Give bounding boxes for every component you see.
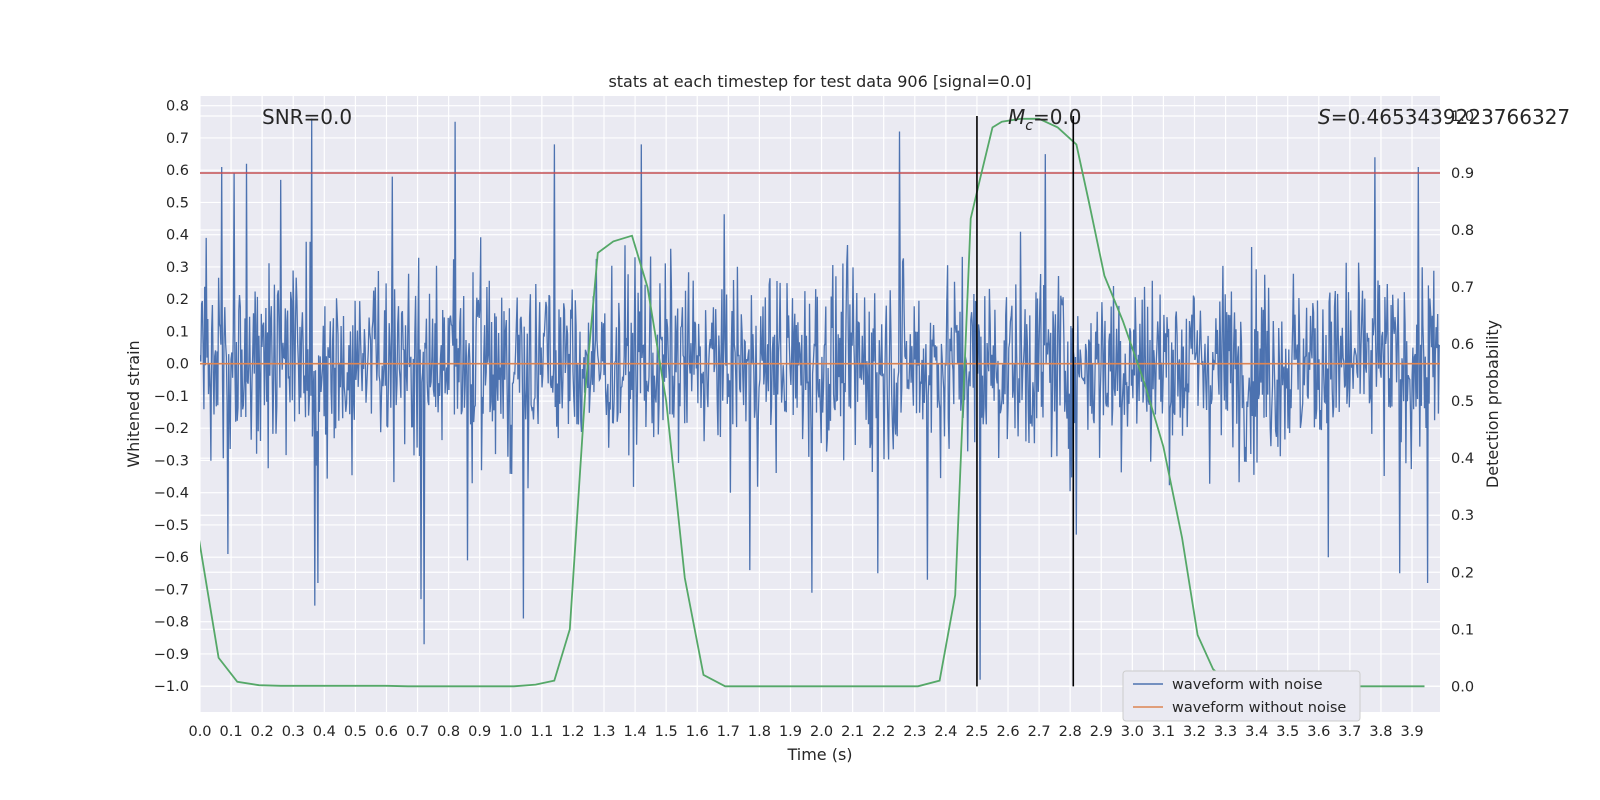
x-tick-label: 1.7 [717, 724, 740, 740]
x-tick-label: 0.6 [375, 724, 398, 740]
x-tick-label: 3.5 [1276, 724, 1299, 740]
x-tick-label: 0.5 [344, 724, 367, 740]
y2-tick-label: 0.6 [1451, 337, 1474, 353]
y-tick-label: 0.3 [166, 260, 189, 276]
chirp-mass-symbol: M [1008, 105, 1025, 129]
x-tick-label: 1.4 [624, 724, 647, 740]
x-tick-label: 0.1 [220, 724, 243, 740]
x-tick-label: 3.3 [1214, 724, 1237, 740]
x-tick-label: 1.8 [748, 724, 771, 740]
x-tick-label: 2.8 [1059, 724, 1082, 740]
y-tick-label: 0.6 [166, 163, 189, 179]
series-waveform-with-noise [200, 118, 1440, 680]
y-tick-label: −0.5 [154, 518, 189, 534]
legend: waveform with noise waveform without noi… [1122, 670, 1361, 722]
x-tick-label: 3.6 [1307, 724, 1330, 740]
y-tick-label: −1.0 [154, 679, 189, 695]
y-tick-label: 0.5 [166, 195, 189, 211]
x-tick-label: 2.0 [810, 724, 833, 740]
legend-box [1122, 670, 1361, 722]
y-tick-label: −0.8 [154, 615, 189, 631]
x-tick-label: 0.0 [188, 724, 211, 740]
chirp-mass-value: =0.0 [1033, 105, 1082, 129]
x-tick-label: 0.4 [313, 724, 336, 740]
y2-tick-label: 0.0 [1451, 679, 1474, 695]
x-tick-label: 1.0 [499, 724, 522, 740]
y-tick-label: 0.4 [166, 228, 189, 244]
y-tick-label: 0.2 [166, 292, 189, 308]
x-axis-label: Time (s) [786, 745, 852, 764]
s-value: =0.4653439223766327 [1331, 105, 1570, 129]
snr-annotation: SNR=0.0 [262, 105, 352, 129]
y-tick-label: −0.2 [154, 421, 189, 437]
grid-x [199, 96, 1413, 712]
series-group [200, 117, 1440, 688]
x-tick-label: 3.8 [1369, 724, 1392, 740]
y2-axis-label: Detection probability [1483, 320, 1502, 488]
x-tick-label: 0.7 [406, 724, 429, 740]
y2-tick-label: 0.7 [1451, 280, 1474, 296]
x-tick-label: 0.9 [468, 724, 491, 740]
x-tick-label: 2.3 [903, 724, 926, 740]
y-tick-label: −0.7 [154, 582, 189, 598]
x-tick-label: 1.1 [530, 724, 553, 740]
x-tick-label: 1.2 [561, 724, 584, 740]
y-axis-label: Whitened strain [124, 340, 143, 467]
y2-tick-label: 0.8 [1451, 223, 1474, 239]
y2-tick-label: 0.2 [1451, 565, 1474, 581]
y-tick-label: −0.3 [154, 453, 189, 469]
x-tick-label: 0.8 [437, 724, 460, 740]
x-tick-label: 1.9 [779, 724, 802, 740]
y-tick-label: 0.8 [166, 99, 189, 115]
y2-tick-label: 0.1 [1451, 622, 1474, 638]
x-tick-label: 3.1 [1152, 724, 1175, 740]
y2-tick-label: 0.4 [1451, 451, 1474, 467]
legend-label-waveform-with-noise: waveform with noise [1172, 677, 1323, 693]
x-tick-label: 1.3 [592, 724, 615, 740]
x-tick-label: 0.2 [251, 724, 274, 740]
x-tick-label: 0.3 [282, 724, 305, 740]
s-symbol: S [1318, 105, 1331, 129]
x-tick-label: 3.7 [1338, 724, 1361, 740]
y-tick-label: 0.1 [166, 324, 189, 340]
chart-title: stats at each timestep for test data 906… [608, 72, 1031, 91]
x-tick-label: 1.6 [686, 724, 709, 740]
y-tick-label: −0.6 [154, 550, 189, 566]
x-tick-label: 3.4 [1245, 724, 1268, 740]
y2-tick-label: 0.9 [1451, 166, 1474, 182]
x-tick-label: 2.6 [996, 724, 1019, 740]
y-tick-labels: −1.0 −0.9 −0.8 −0.7 −0.6 −0.5 −0.4 −0.3 −0.2 −0.1… [154, 99, 189, 696]
x-tick-label: 2.5 [965, 724, 988, 740]
s-annotation: S=0.4653439223766327 [1318, 105, 1570, 129]
y-tick-label: −0.1 [154, 389, 189, 405]
x-tick-label: 2.9 [1090, 724, 1113, 740]
x-tick-label: 2.1 [841, 724, 864, 740]
series-detection-probability [200, 117, 1425, 688]
y-tick-label: 0.0 [166, 357, 189, 373]
grid-y [200, 105, 1440, 687]
y-tick-label: 0.7 [166, 131, 189, 147]
x-tick-label: 3.9 [1400, 724, 1423, 740]
x-tick-labels: 0.0 0.1 0.2 0.3 0.4 0.5 0.6 0.7 0.8 0.9 1.0 1.1 1.2 1… [188, 724, 1423, 740]
x-tick-label: 3.0 [1121, 724, 1144, 740]
x-tick-label: 2.2 [872, 724, 895, 740]
x-tick-label: 2.4 [934, 724, 957, 740]
y2-tick-labels: 0.0 0.1 0.2 0.3 0.4 0.5 0.6 0.7 0.8 0.9 1.0 [1451, 109, 1474, 695]
x-tick-label: 2.7 [1028, 724, 1051, 740]
y2-tick-label: 0.3 [1451, 508, 1474, 524]
chirp-mass-subscript: c [1025, 118, 1033, 134]
legend-label-waveform-without-noise: waveform without noise [1172, 700, 1346, 716]
x-tick-label: 1.5 [655, 724, 678, 740]
y2-tick-label: 1.0 [1451, 109, 1474, 125]
x-tick-label: 3.2 [1183, 724, 1206, 740]
y-tick-label: −0.9 [154, 647, 189, 663]
y-tick-label: −0.4 [154, 486, 189, 502]
y2-tick-label: 0.5 [1451, 394, 1474, 410]
